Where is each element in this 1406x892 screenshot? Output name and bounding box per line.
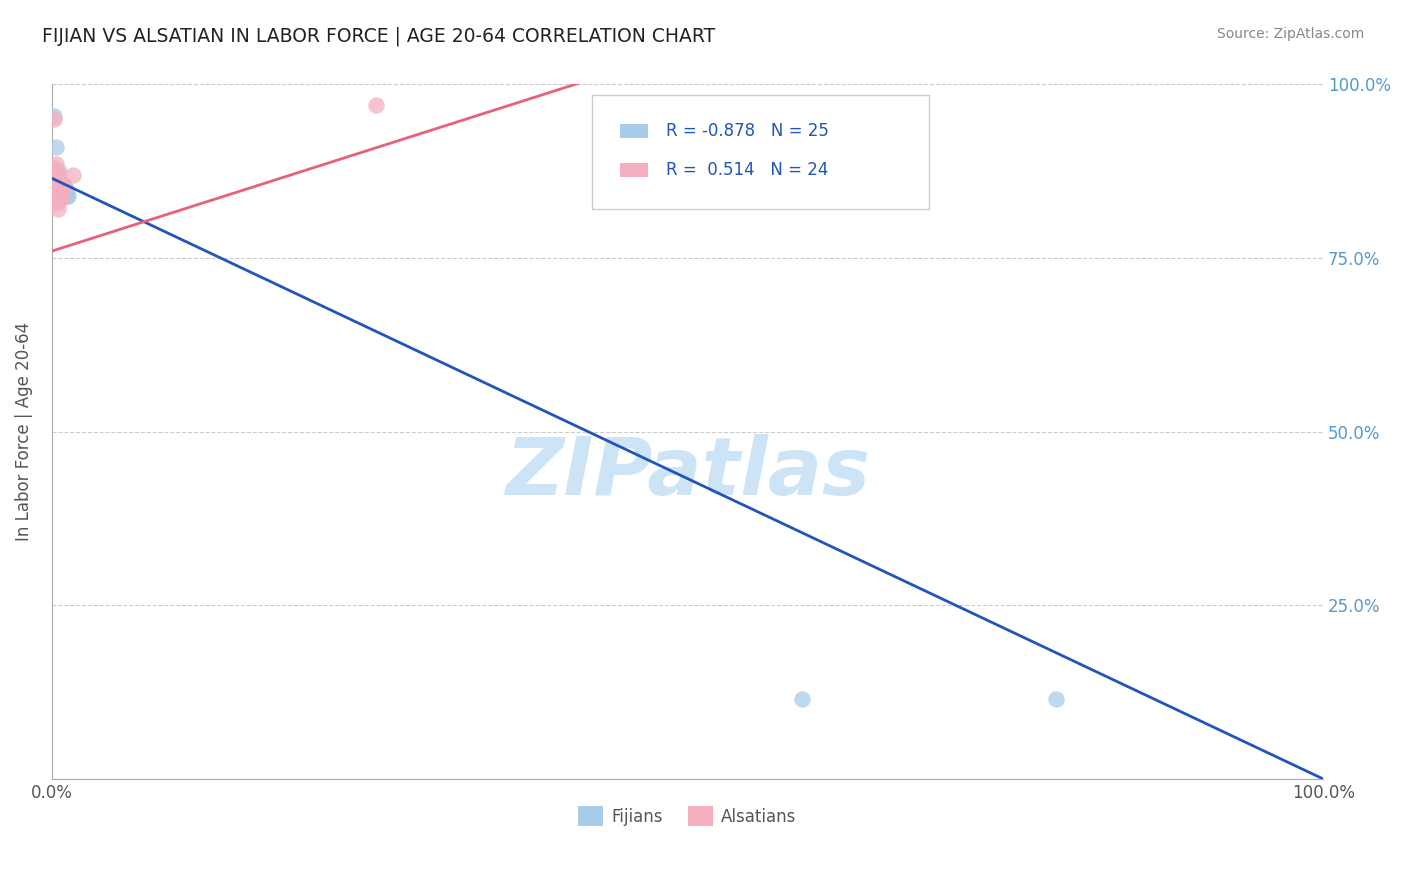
Point — [51, 178, 73, 193]
Text: Source: ZipAtlas.com: Source: ZipAtlas.com — [1216, 27, 1364, 41]
Point — [790, 692, 813, 706]
Point — [44, 161, 66, 175]
Legend: Fijians, Alsatians: Fijians, Alsatians — [571, 799, 803, 833]
Point — [62, 168, 84, 182]
Point — [56, 188, 79, 202]
Point — [46, 178, 69, 193]
FancyBboxPatch shape — [620, 163, 648, 177]
Point — [364, 98, 387, 112]
Point — [46, 175, 69, 189]
Point — [45, 168, 67, 182]
Point — [49, 178, 72, 193]
Point — [55, 181, 77, 195]
FancyBboxPatch shape — [592, 95, 929, 210]
Point — [46, 168, 69, 182]
Text: FIJIAN VS ALSATIAN IN LABOR FORCE | AGE 20-64 CORRELATION CHART: FIJIAN VS ALSATIAN IN LABOR FORCE | AGE … — [42, 27, 716, 46]
Point — [46, 171, 69, 186]
Point — [48, 178, 70, 193]
Point — [45, 157, 67, 171]
Point — [58, 188, 80, 202]
Point — [55, 185, 77, 199]
Point — [48, 185, 70, 199]
Point — [49, 185, 72, 199]
Point — [45, 140, 67, 154]
Point — [48, 164, 70, 178]
Text: R =  0.514   N = 24: R = 0.514 N = 24 — [666, 161, 828, 179]
Point — [51, 181, 73, 195]
Point — [53, 181, 76, 195]
Text: ZIPatlas: ZIPatlas — [505, 434, 870, 512]
Point — [49, 192, 72, 206]
Point — [45, 195, 67, 210]
Point — [51, 181, 73, 195]
Text: R = -0.878   N = 25: R = -0.878 N = 25 — [666, 122, 828, 140]
Point — [45, 164, 67, 178]
Point — [51, 188, 73, 202]
Point — [45, 185, 67, 199]
Point — [48, 185, 70, 199]
Point — [52, 185, 75, 199]
Point — [45, 175, 67, 189]
Point — [46, 188, 69, 202]
FancyBboxPatch shape — [620, 124, 648, 138]
Point — [52, 178, 75, 193]
Point — [51, 188, 73, 202]
Point — [53, 178, 76, 193]
Point — [1045, 692, 1067, 706]
Point — [49, 178, 72, 193]
Point — [44, 112, 66, 127]
Point — [45, 178, 67, 193]
Point — [53, 178, 76, 193]
Point — [44, 109, 66, 123]
Point — [45, 178, 67, 193]
Point — [45, 188, 67, 202]
Point — [45, 168, 67, 182]
Point — [46, 202, 69, 217]
Y-axis label: In Labor Force | Age 20-64: In Labor Force | Age 20-64 — [15, 322, 32, 541]
Point — [48, 192, 70, 206]
Point — [45, 164, 67, 178]
Point — [48, 178, 70, 193]
